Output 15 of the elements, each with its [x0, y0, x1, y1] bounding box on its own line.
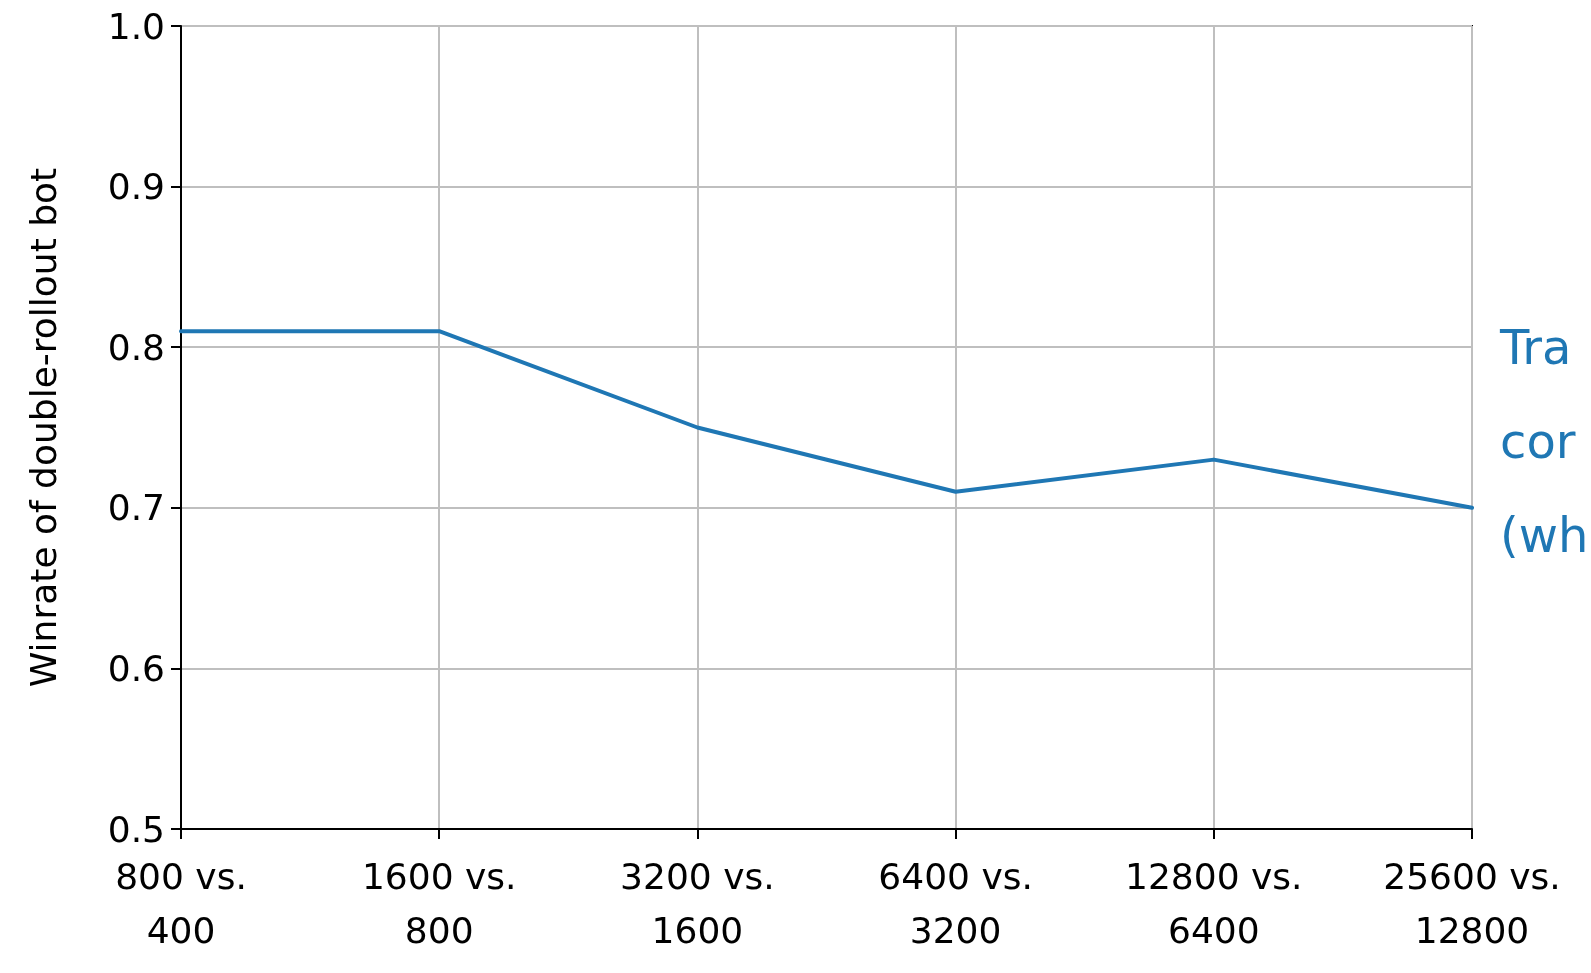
y-tick-label: 0.7 [107, 487, 165, 529]
x-tick-label: 1600 vs. 800 [361, 855, 517, 951]
line-series [179, 329, 1474, 510]
text: Tra cor (wh [1499, 319, 1589, 563]
x-tick-label: 6400 vs. 3200 [878, 855, 1033, 951]
y-tick-label: 0.9 [107, 166, 165, 208]
y-tick-label: 1.0 [107, 5, 165, 47]
y-tick-label: 0.5 [107, 808, 165, 850]
y-tick-label: 0.6 [107, 647, 165, 689]
x-tick-label: 12800 vs. 6400 [1125, 855, 1303, 951]
x-tick-label: 25600 vs. 12800 [1383, 855, 1561, 951]
x-tick-label: 3200 vs. 1600 [620, 855, 775, 951]
x-tick-label: 800 vs. 400 [115, 855, 247, 951]
y-axis-title: Winrate of double-rollout bot [22, 167, 64, 688]
y-tick-label: 0.8 [107, 326, 165, 368]
